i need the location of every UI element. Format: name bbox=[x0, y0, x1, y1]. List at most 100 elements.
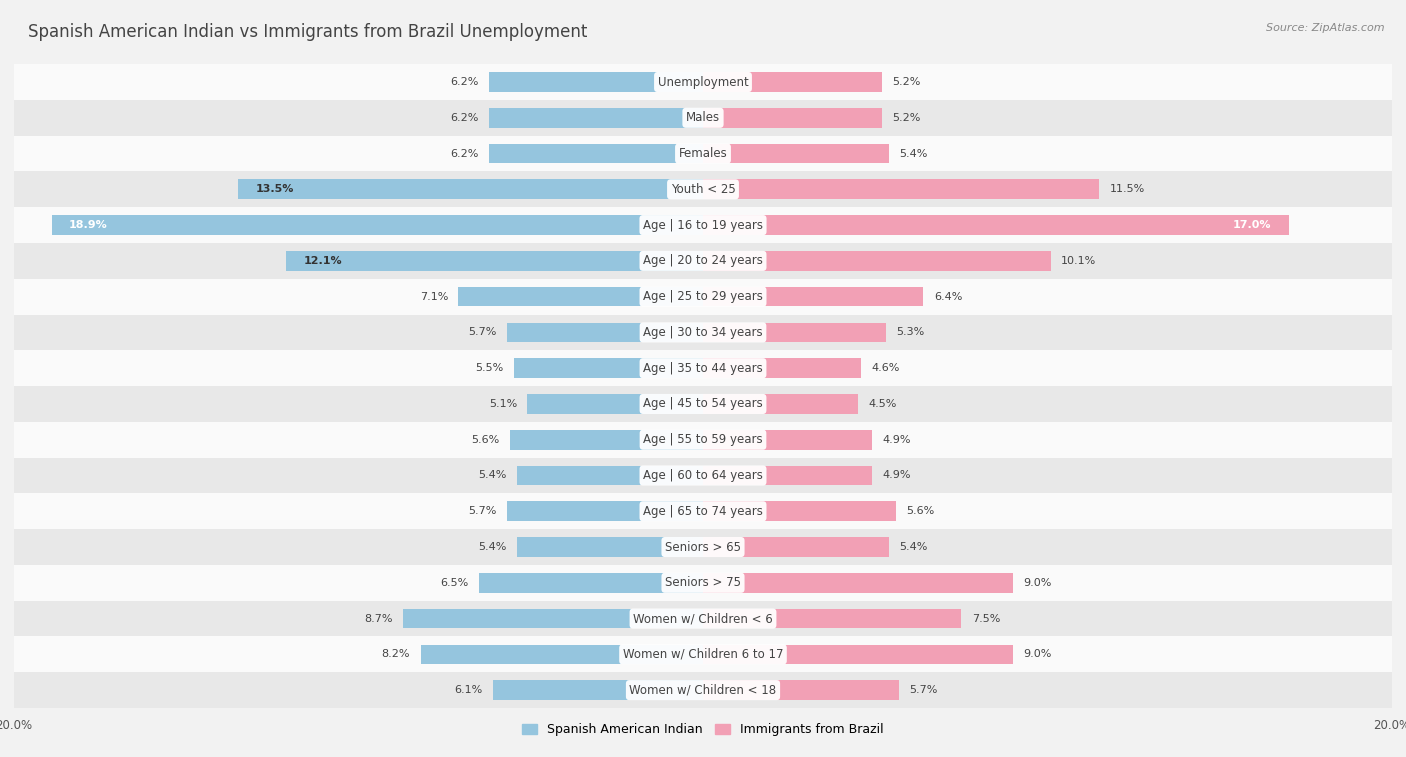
Text: 9.0%: 9.0% bbox=[1024, 650, 1052, 659]
Bar bbox=[703, 537, 889, 557]
Bar bbox=[14, 601, 1392, 637]
Text: Females: Females bbox=[679, 147, 727, 160]
Text: Age | 65 to 74 years: Age | 65 to 74 years bbox=[643, 505, 763, 518]
Text: 4.9%: 4.9% bbox=[882, 471, 911, 481]
Bar bbox=[14, 422, 1392, 458]
Bar bbox=[494, 681, 703, 700]
Bar bbox=[14, 171, 1392, 207]
Text: 7.1%: 7.1% bbox=[420, 291, 449, 301]
Bar bbox=[703, 251, 1050, 271]
Text: Age | 30 to 34 years: Age | 30 to 34 years bbox=[643, 326, 763, 339]
Text: 5.5%: 5.5% bbox=[475, 363, 503, 373]
Text: 4.6%: 4.6% bbox=[872, 363, 900, 373]
Text: 6.2%: 6.2% bbox=[451, 113, 479, 123]
Bar bbox=[14, 314, 1392, 350]
Text: Youth < 25: Youth < 25 bbox=[671, 183, 735, 196]
Text: 5.1%: 5.1% bbox=[489, 399, 517, 409]
Text: 4.9%: 4.9% bbox=[882, 435, 911, 444]
Bar bbox=[14, 64, 1392, 100]
Text: 6.4%: 6.4% bbox=[934, 291, 962, 301]
Bar bbox=[14, 279, 1392, 314]
Text: 5.2%: 5.2% bbox=[893, 113, 921, 123]
Text: Source: ZipAtlas.com: Source: ZipAtlas.com bbox=[1267, 23, 1385, 33]
Bar bbox=[703, 430, 872, 450]
Bar bbox=[14, 458, 1392, 494]
Text: 5.7%: 5.7% bbox=[468, 506, 496, 516]
Text: 5.2%: 5.2% bbox=[893, 77, 921, 87]
Text: 13.5%: 13.5% bbox=[256, 185, 294, 195]
Text: Age | 45 to 54 years: Age | 45 to 54 years bbox=[643, 397, 763, 410]
Text: 4.5%: 4.5% bbox=[869, 399, 897, 409]
Text: Seniors > 75: Seniors > 75 bbox=[665, 576, 741, 589]
Bar bbox=[14, 529, 1392, 565]
Text: 17.0%: 17.0% bbox=[1233, 220, 1271, 230]
Text: 5.4%: 5.4% bbox=[478, 471, 506, 481]
Text: 5.6%: 5.6% bbox=[471, 435, 499, 444]
Text: 7.5%: 7.5% bbox=[972, 614, 1000, 624]
Bar bbox=[14, 243, 1392, 279]
Text: 9.0%: 9.0% bbox=[1024, 578, 1052, 587]
Bar bbox=[703, 644, 1012, 664]
Text: 6.2%: 6.2% bbox=[451, 77, 479, 87]
Bar bbox=[527, 394, 703, 414]
Text: 12.1%: 12.1% bbox=[304, 256, 342, 266]
Text: Seniors > 65: Seniors > 65 bbox=[665, 540, 741, 553]
Text: Age | 16 to 19 years: Age | 16 to 19 years bbox=[643, 219, 763, 232]
Text: 5.4%: 5.4% bbox=[478, 542, 506, 552]
Text: 6.1%: 6.1% bbox=[454, 685, 482, 695]
Bar bbox=[703, 466, 872, 485]
Bar bbox=[14, 350, 1392, 386]
Bar bbox=[703, 609, 962, 628]
Text: Women w/ Children < 6: Women w/ Children < 6 bbox=[633, 612, 773, 625]
Text: 10.1%: 10.1% bbox=[1062, 256, 1097, 266]
Text: Age | 60 to 64 years: Age | 60 to 64 years bbox=[643, 469, 763, 482]
Bar bbox=[510, 430, 703, 450]
Bar bbox=[14, 207, 1392, 243]
Bar bbox=[489, 144, 703, 164]
Text: Age | 55 to 59 years: Age | 55 to 59 years bbox=[643, 433, 763, 446]
Bar bbox=[703, 501, 896, 521]
Text: 5.4%: 5.4% bbox=[900, 542, 928, 552]
Bar bbox=[703, 394, 858, 414]
Text: Spanish American Indian vs Immigrants from Brazil Unemployment: Spanish American Indian vs Immigrants fr… bbox=[28, 23, 588, 41]
Text: 5.7%: 5.7% bbox=[468, 328, 496, 338]
Text: Age | 25 to 29 years: Age | 25 to 29 years bbox=[643, 290, 763, 303]
Text: Women w/ Children 6 to 17: Women w/ Children 6 to 17 bbox=[623, 648, 783, 661]
Text: 5.3%: 5.3% bbox=[896, 328, 924, 338]
Bar bbox=[14, 637, 1392, 672]
Text: 8.7%: 8.7% bbox=[364, 614, 392, 624]
Bar bbox=[458, 287, 703, 307]
Text: Age | 20 to 24 years: Age | 20 to 24 years bbox=[643, 254, 763, 267]
Bar bbox=[14, 672, 1392, 708]
Bar bbox=[703, 358, 862, 378]
Bar bbox=[506, 322, 703, 342]
Bar bbox=[287, 251, 703, 271]
Text: Males: Males bbox=[686, 111, 720, 124]
Bar bbox=[420, 644, 703, 664]
Bar bbox=[703, 215, 1289, 235]
Text: 8.2%: 8.2% bbox=[381, 650, 411, 659]
Bar bbox=[703, 322, 886, 342]
Bar bbox=[703, 179, 1099, 199]
Bar bbox=[489, 108, 703, 128]
Text: 11.5%: 11.5% bbox=[1109, 185, 1144, 195]
Bar bbox=[703, 681, 900, 700]
Bar bbox=[489, 72, 703, 92]
Bar bbox=[479, 573, 703, 593]
Bar bbox=[517, 537, 703, 557]
Bar bbox=[703, 144, 889, 164]
Bar bbox=[506, 501, 703, 521]
Text: 6.5%: 6.5% bbox=[440, 578, 468, 587]
Text: 6.2%: 6.2% bbox=[451, 148, 479, 158]
Bar bbox=[238, 179, 703, 199]
Bar bbox=[517, 466, 703, 485]
Legend: Spanish American Indian, Immigrants from Brazil: Spanish American Indian, Immigrants from… bbox=[517, 718, 889, 741]
Bar bbox=[14, 494, 1392, 529]
Bar bbox=[703, 108, 882, 128]
Bar bbox=[14, 565, 1392, 601]
Bar bbox=[14, 100, 1392, 136]
Bar bbox=[703, 287, 924, 307]
Text: 5.4%: 5.4% bbox=[900, 148, 928, 158]
Text: 5.6%: 5.6% bbox=[907, 506, 935, 516]
Text: Age | 35 to 44 years: Age | 35 to 44 years bbox=[643, 362, 763, 375]
